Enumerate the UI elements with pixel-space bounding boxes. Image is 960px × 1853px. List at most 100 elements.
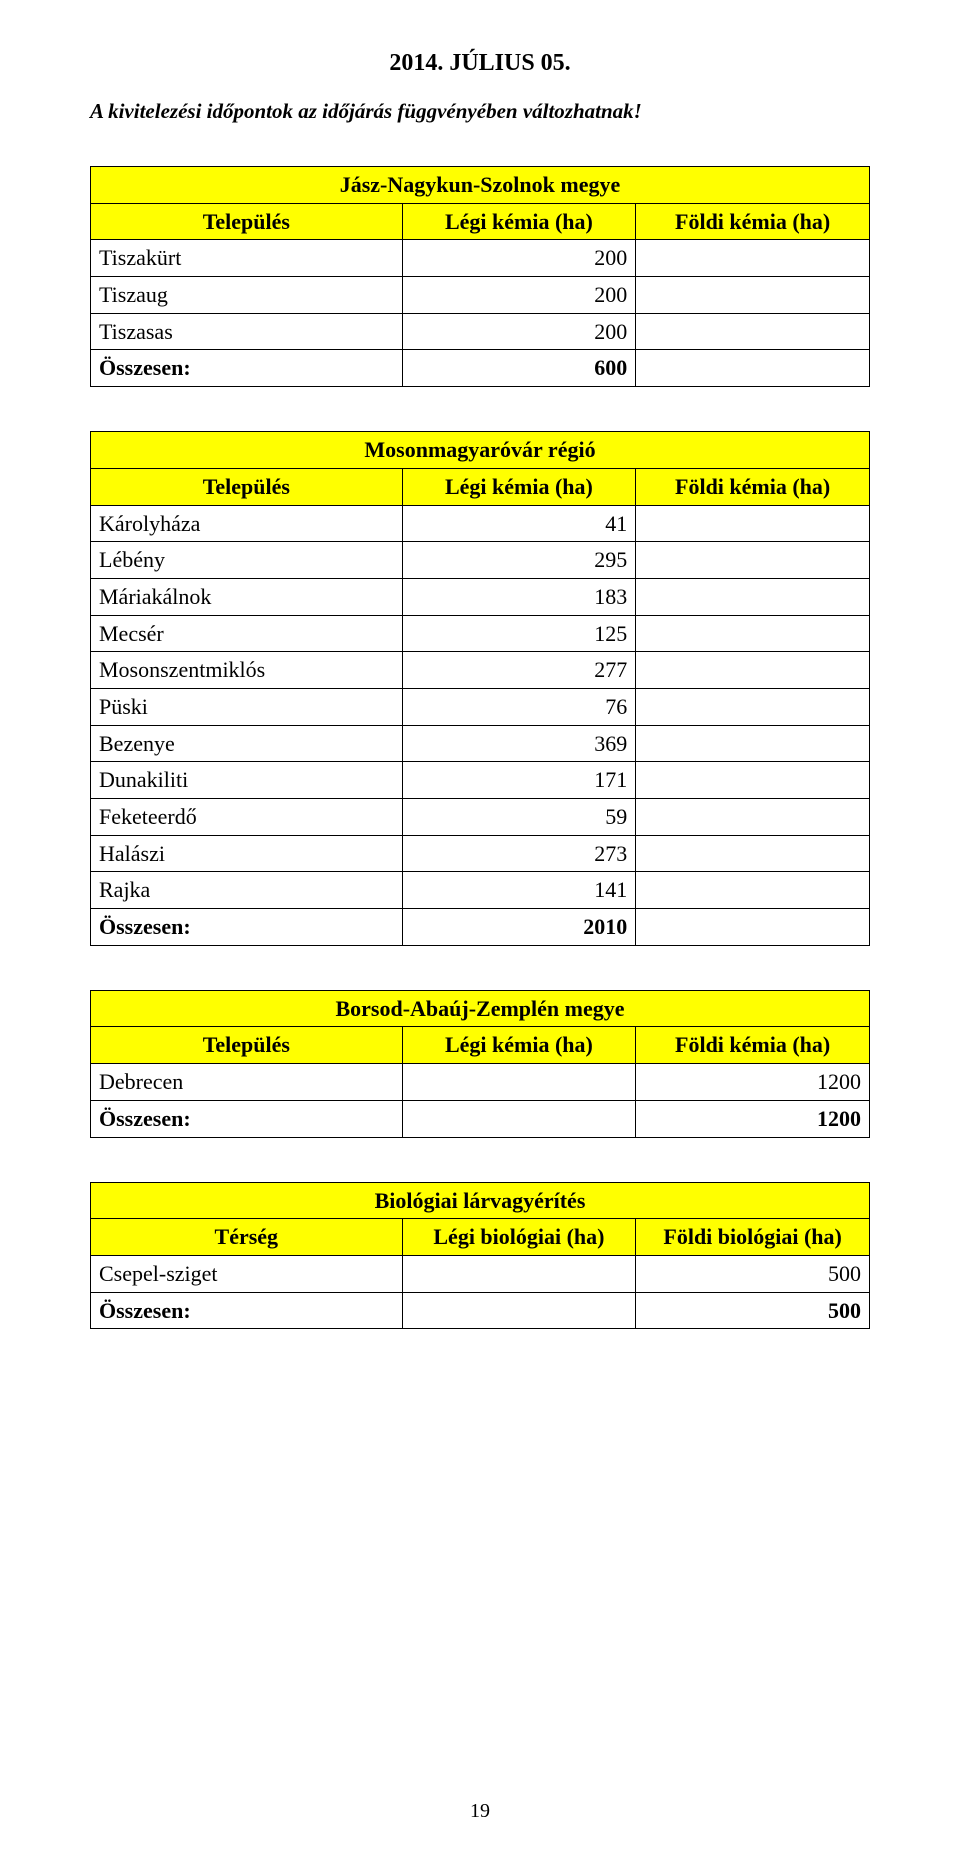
table-title-row: Jász-Nagykun-Szolnok megye — [91, 167, 870, 204]
cell-air: 369 — [402, 725, 636, 762]
cell-name: Mecsér — [91, 615, 403, 652]
cell-air: 273 — [402, 835, 636, 872]
table-row: Máriakálnok183 — [91, 578, 870, 615]
table-title: Mosonmagyaróvár régió — [91, 432, 870, 469]
table-moson: Mosonmagyaróvár régió Település Légi kém… — [90, 431, 870, 946]
table-row: Csepel-sziget500 — [91, 1255, 870, 1292]
cell-air: 183 — [402, 578, 636, 615]
table-row: Mosonszentmiklós277 — [91, 652, 870, 689]
cell-ground — [636, 799, 870, 836]
total-ground: 500 — [636, 1292, 870, 1329]
cell-air: 141 — [402, 872, 636, 909]
total-air — [402, 1100, 636, 1137]
cell-ground — [636, 542, 870, 579]
cell-name: Tiszakürt — [91, 240, 403, 277]
table-row: Püski76 — [91, 688, 870, 725]
cell-ground — [636, 615, 870, 652]
table-row: Debrecen 1200 — [91, 1064, 870, 1101]
cell-ground — [636, 313, 870, 350]
table-row: Tiszasas200 — [91, 313, 870, 350]
table-row: Tiszaug200 — [91, 277, 870, 314]
cell-name: Károlyháza — [91, 505, 403, 542]
cell-air: 277 — [402, 652, 636, 689]
cell-name: Feketeerdő — [91, 799, 403, 836]
cell-name: Mosonszentmiklós — [91, 652, 403, 689]
cell-name: Dunakiliti — [91, 762, 403, 799]
cell-ground — [636, 277, 870, 314]
cell-ground — [636, 688, 870, 725]
cell-air: 59 — [402, 799, 636, 836]
col-ground-chem: Földi kémia (ha) — [636, 1027, 870, 1064]
cell-ground: 1200 — [636, 1064, 870, 1101]
cell-air: 76 — [402, 688, 636, 725]
cell-ground — [636, 505, 870, 542]
header-row: Település Légi kémia (ha) Földi kémia (h… — [91, 1027, 870, 1064]
cell-name: Tiszasas — [91, 313, 403, 350]
cell-air: 171 — [402, 762, 636, 799]
cell-air: 200 — [402, 313, 636, 350]
cell-air: 41 — [402, 505, 636, 542]
cell-air — [402, 1255, 636, 1292]
cell-ground — [636, 240, 870, 277]
table-bio: Biológiai lárvagyérítés Térség Légi biol… — [90, 1182, 870, 1330]
col-ground-chem: Földi kémia (ha) — [636, 203, 870, 240]
col-settlement: Település — [91, 203, 403, 240]
total-row: Összesen: 1200 — [91, 1100, 870, 1137]
total-air: 2010 — [402, 909, 636, 946]
cell-name: Püski — [91, 688, 403, 725]
cell-name: Debrecen — [91, 1064, 403, 1101]
table-title: Jász-Nagykun-Szolnok megye — [91, 167, 870, 204]
table-row: Mecsér125 — [91, 615, 870, 652]
cell-air: 200 — [402, 240, 636, 277]
table-title-row: Borsod-Abaúj-Zemplén megye — [91, 990, 870, 1027]
cell-name: Bezenye — [91, 725, 403, 762]
table-title-row: Mosonmagyaróvár régió — [91, 432, 870, 469]
total-ground: 1200 — [636, 1100, 870, 1137]
col-air-chem: Légi kémia (ha) — [402, 468, 636, 505]
col-ground-bio: Földi biológiai (ha) — [636, 1219, 870, 1256]
total-label: Összesen: — [91, 1100, 403, 1137]
cell-name: Lébény — [91, 542, 403, 579]
table-row: Dunakiliti171 — [91, 762, 870, 799]
table-title-row: Biológiai lárvagyérítés — [91, 1182, 870, 1219]
cell-name: Tiszaug — [91, 277, 403, 314]
cell-name: Máriakálnok — [91, 578, 403, 615]
col-region: Térség — [91, 1219, 403, 1256]
cell-air: 200 — [402, 277, 636, 314]
total-row: Összesen: 500 — [91, 1292, 870, 1329]
total-ground — [636, 350, 870, 387]
total-label: Összesen: — [91, 909, 403, 946]
total-air — [402, 1292, 636, 1329]
cell-name: Halászi — [91, 835, 403, 872]
table-row: Károlyháza41 — [91, 505, 870, 542]
col-air-chem: Légi kémia (ha) — [402, 1027, 636, 1064]
schedule-note: A kivitelezési időpontok az időjárás füg… — [90, 99, 870, 124]
cell-air: 125 — [402, 615, 636, 652]
cell-ground — [636, 762, 870, 799]
cell-ground: 500 — [636, 1255, 870, 1292]
cell-name: Rajka — [91, 872, 403, 909]
page-container: 2014. JÚLIUS 05. A kivitelezési időponto… — [0, 0, 960, 1853]
header-row: Település Légi kémia (ha) Földi kémia (h… — [91, 468, 870, 505]
table-jasz: Jász-Nagykun-Szolnok megye Település Lég… — [90, 166, 870, 387]
date-title: 2014. JÚLIUS 05. — [90, 50, 870, 77]
total-label: Összesen: — [91, 350, 403, 387]
total-row: Összesen: 2010 — [91, 909, 870, 946]
col-settlement: Település — [91, 468, 403, 505]
total-air: 600 — [402, 350, 636, 387]
table-title: Biológiai lárvagyérítés — [91, 1182, 870, 1219]
table-title: Borsod-Abaúj-Zemplén megye — [91, 990, 870, 1027]
table-row: Rajka141 — [91, 872, 870, 909]
cell-ground — [636, 652, 870, 689]
table-row: Tiszakürt200 — [91, 240, 870, 277]
total-label: Összesen: — [91, 1292, 403, 1329]
header-row: Település Légi kémia (ha) Földi kémia (h… — [91, 203, 870, 240]
header-row: Térség Légi biológiai (ha) Földi biológi… — [91, 1219, 870, 1256]
col-settlement: Település — [91, 1027, 403, 1064]
col-ground-chem: Földi kémia (ha) — [636, 468, 870, 505]
page-number: 19 — [0, 1800, 960, 1823]
cell-air — [402, 1064, 636, 1101]
total-row: Összesen: 600 — [91, 350, 870, 387]
table-row: Bezenye369 — [91, 725, 870, 762]
cell-air: 295 — [402, 542, 636, 579]
